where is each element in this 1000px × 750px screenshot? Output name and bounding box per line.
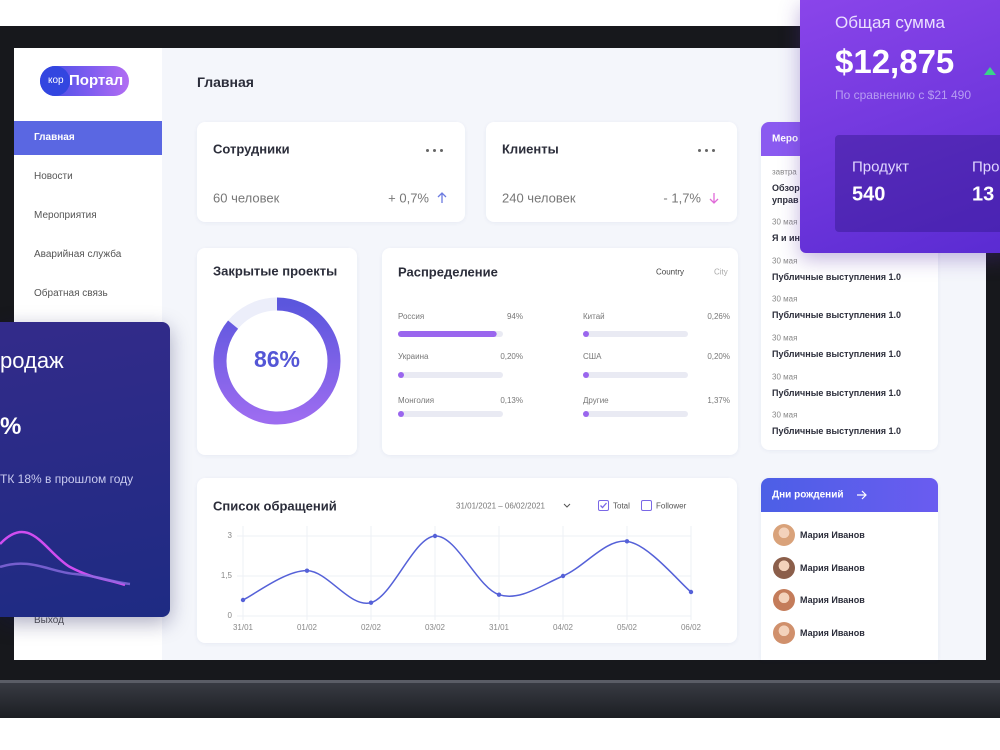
tab[interactable]: City: [714, 267, 728, 277]
checkbox[interactable]: [598, 500, 609, 511]
nav-item[interactable]: Мероприятия: [34, 210, 97, 221]
nav-item[interactable]: Новости: [34, 171, 73, 182]
event-title[interactable]: Публичные выступления 1.0: [772, 272, 902, 282]
nav-item[interactable]: Аварийная служба: [34, 249, 122, 260]
event-date: 30 мая: [772, 294, 798, 304]
product-value: 13: [972, 183, 995, 206]
event-date: завтра: [772, 167, 797, 177]
event-date: 30 мая: [772, 256, 798, 266]
total-card: Общая сумма $12,875 По сравнению с $21 4…: [800, 0, 1000, 253]
person-name[interactable]: Мария Иванов: [800, 628, 865, 638]
stat-count: 240 человек: [502, 190, 576, 206]
events-title: Меро: [772, 133, 799, 145]
avatar: [773, 524, 795, 546]
closed-projects-card: Закрытые проекты: [197, 248, 357, 455]
event-title[interactable]: Я и ин: [772, 233, 800, 243]
distribution-card: Распределение Country City: [382, 248, 738, 455]
event-title[interactable]: Публичные выступления 1.0: [772, 310, 902, 320]
checkbox[interactable]: [641, 500, 652, 511]
birthdays-title: Дни рождений: [772, 489, 844, 501]
products-box: Продукт 540 Про 13: [835, 135, 1000, 232]
sales-decoration: [0, 530, 131, 587]
tab[interactable]: Country: [656, 267, 685, 277]
card-title: Закрытые проекты: [213, 263, 338, 279]
laptop-base: [0, 680, 1000, 718]
date-range[interactable]: 31/01/2021 – 06/02/2021: [456, 501, 545, 511]
total-title: Общая сумма: [835, 13, 945, 32]
check: [600, 502, 607, 509]
stat-title: Клиенты: [502, 141, 559, 157]
event-title[interactable]: Публичные выступления 1.0: [772, 426, 902, 436]
sales-value: %: [0, 413, 22, 440]
logo-prefix: кор: [48, 75, 64, 86]
stat-change: + 0,7%: [388, 190, 429, 206]
trend-arrow: [709, 193, 719, 204]
arrow-icon: [857, 490, 867, 500]
event-title[interactable]: Публичные выступления 1.0: [772, 388, 902, 398]
sales-card: родаж % ТК 18% в прошлом году: [0, 322, 170, 617]
base-edge: [0, 680, 1000, 683]
stat-title: Сотрудники: [213, 141, 290, 157]
trend-arrow: [437, 192, 447, 203]
stat-change: - 1,7%: [663, 190, 701, 206]
event-date: 30 мая: [772, 410, 798, 420]
legend-label: Total: [613, 501, 630, 511]
event-date: 30 мая: [772, 333, 798, 343]
birthdays-panel: Дни рождений Мария Иванов Мария Иванов Мар…: [761, 478, 938, 660]
avatar: [773, 622, 795, 644]
event-title[interactable]: Обзор: [772, 183, 800, 193]
sales-note: ТК 18% в прошлом году: [0, 472, 134, 486]
logo-name: Портал: [69, 72, 124, 89]
event-date: 30 мая: [772, 217, 798, 227]
card-title: Распределение: [398, 264, 498, 280]
legend-label: Follower: [656, 501, 687, 511]
total-amount: $12,875: [835, 43, 955, 80]
chevron: [563, 503, 571, 508]
product-label: Про: [972, 158, 1000, 176]
requests-card: Список обращений 31/01/2021 – 06/02/2021…: [197, 478, 737, 643]
event-title[interactable]: управ: [772, 195, 799, 205]
nav-item[interactable]: Выход: [34, 615, 64, 626]
person-name[interactable]: Мария Иванов: [800, 563, 865, 573]
menu-button[interactable]: [426, 149, 429, 152]
person-name[interactable]: Мария Иванов: [800, 595, 865, 605]
product-label: Продукт: [852, 158, 909, 176]
logo[interactable]: кор Портал: [40, 66, 129, 96]
product-value: 540: [852, 183, 886, 206]
event-date: 30 мая: [772, 372, 798, 382]
event-title[interactable]: Публичные выступления 1.0: [772, 349, 902, 359]
total-comparison: По сравнению с $21 490: [835, 88, 972, 102]
birthdays-header[interactable]: Дни рождений: [761, 478, 938, 512]
page-title: Главная: [197, 74, 254, 90]
avatar: [773, 557, 795, 579]
nav-item[interactable]: Главная: [14, 121, 162, 155]
avatar: [773, 589, 795, 611]
menu-button[interactable]: [698, 149, 701, 152]
up-icon: [984, 67, 996, 75]
card-title: Список обращений: [213, 498, 337, 514]
sales-title: родаж: [0, 348, 64, 373]
nav-item[interactable]: Обратная связь: [34, 288, 108, 299]
stat-card: Клиенты 240 человек - 1,7%: [486, 122, 737, 222]
stat-card: Сотрудники 60 человек + 0,7%: [197, 122, 465, 222]
stat-count: 60 человек: [213, 190, 280, 206]
person-name[interactable]: Мария Иванов: [800, 530, 865, 540]
